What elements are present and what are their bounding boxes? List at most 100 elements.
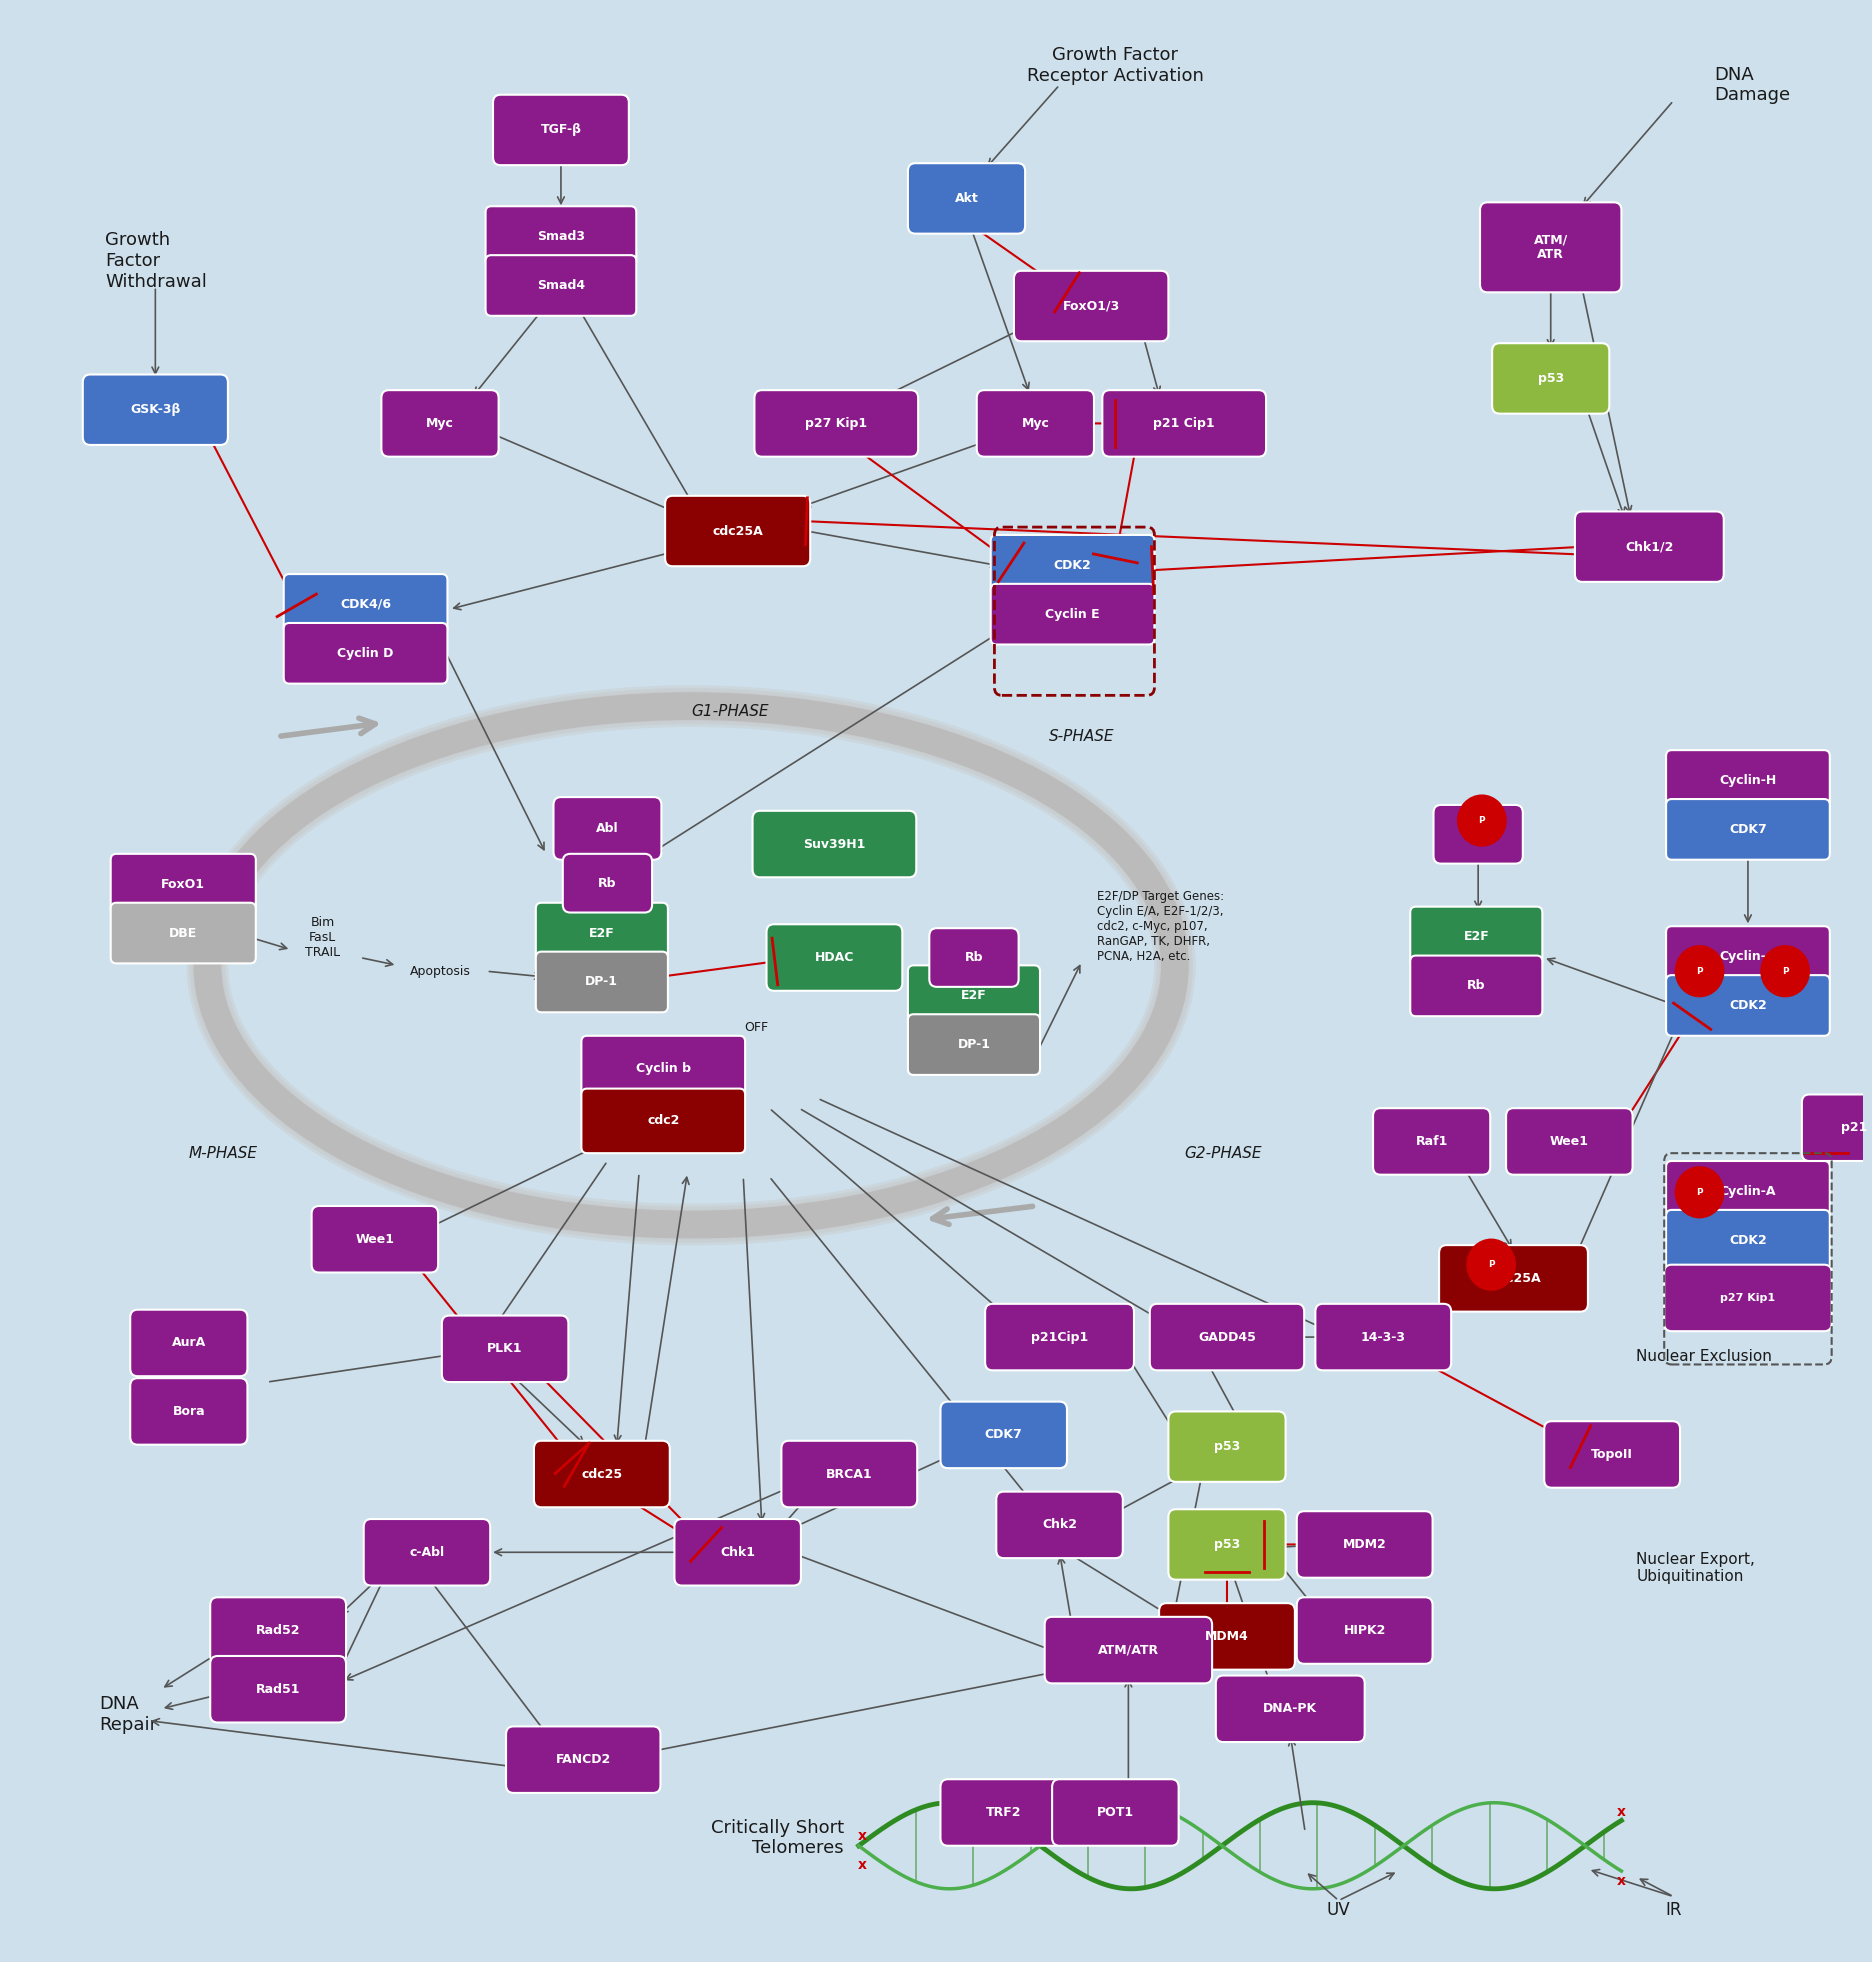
Text: GSK-3β: GSK-3β bbox=[131, 404, 180, 416]
FancyBboxPatch shape bbox=[1666, 749, 1829, 810]
Text: Chk1/2: Chk1/2 bbox=[1625, 540, 1674, 553]
Text: x: x bbox=[1617, 1805, 1627, 1819]
Text: Apoptosis: Apoptosis bbox=[410, 965, 470, 977]
Text: x: x bbox=[857, 1858, 867, 1872]
Text: Cyclin-A: Cyclin-A bbox=[1720, 1185, 1777, 1199]
Text: ATM/ATR: ATM/ATR bbox=[1097, 1644, 1159, 1656]
FancyBboxPatch shape bbox=[1666, 926, 1829, 987]
Text: CDK4/6: CDK4/6 bbox=[341, 598, 391, 610]
Text: E2F: E2F bbox=[1464, 930, 1490, 944]
Text: Rb: Rb bbox=[599, 877, 616, 889]
FancyBboxPatch shape bbox=[1168, 1411, 1286, 1481]
Text: P: P bbox=[1696, 1187, 1704, 1197]
Text: Cyclin b: Cyclin b bbox=[636, 1061, 691, 1075]
Text: G1-PHASE: G1-PHASE bbox=[691, 704, 769, 718]
FancyBboxPatch shape bbox=[1544, 1420, 1679, 1487]
FancyBboxPatch shape bbox=[210, 1597, 346, 1664]
FancyBboxPatch shape bbox=[382, 390, 498, 457]
FancyBboxPatch shape bbox=[311, 1207, 438, 1273]
Text: p21Cip1: p21Cip1 bbox=[1031, 1330, 1088, 1344]
Text: Nuclear Exclusion: Nuclear Exclusion bbox=[1636, 1350, 1773, 1364]
FancyBboxPatch shape bbox=[1372, 1109, 1490, 1175]
Text: ON: ON bbox=[998, 1061, 1016, 1073]
Text: Smad4: Smad4 bbox=[537, 279, 584, 292]
Text: M-PHASE: M-PHASE bbox=[189, 1146, 258, 1162]
Text: UV: UV bbox=[1327, 1901, 1350, 1919]
FancyBboxPatch shape bbox=[534, 1440, 670, 1507]
Text: Myc: Myc bbox=[1022, 416, 1050, 430]
Text: p53: p53 bbox=[1213, 1538, 1239, 1550]
FancyBboxPatch shape bbox=[908, 965, 1041, 1026]
FancyBboxPatch shape bbox=[1052, 1780, 1179, 1846]
Text: Cyclin E: Cyclin E bbox=[1045, 608, 1101, 620]
Text: DP-1: DP-1 bbox=[957, 1038, 990, 1052]
Text: Smad3: Smad3 bbox=[537, 230, 584, 243]
FancyBboxPatch shape bbox=[908, 163, 1026, 233]
Text: TGF-β: TGF-β bbox=[541, 124, 582, 137]
FancyBboxPatch shape bbox=[505, 1727, 661, 1793]
Text: Abl: Abl bbox=[595, 822, 620, 836]
FancyBboxPatch shape bbox=[665, 496, 811, 567]
FancyBboxPatch shape bbox=[442, 1317, 569, 1381]
FancyBboxPatch shape bbox=[1215, 1676, 1365, 1742]
FancyBboxPatch shape bbox=[285, 575, 447, 636]
Text: DNA
Repair: DNA Repair bbox=[99, 1695, 157, 1734]
FancyBboxPatch shape bbox=[285, 624, 447, 683]
Text: BRCA1: BRCA1 bbox=[826, 1468, 872, 1481]
Text: c-Abl: c-Abl bbox=[410, 1546, 444, 1558]
Text: p21: p21 bbox=[1840, 1120, 1866, 1134]
FancyBboxPatch shape bbox=[1015, 271, 1168, 341]
Circle shape bbox=[1675, 946, 1724, 997]
Text: PLK1: PLK1 bbox=[487, 1342, 522, 1356]
Text: cdc2: cdc2 bbox=[648, 1114, 680, 1128]
FancyBboxPatch shape bbox=[1434, 804, 1522, 863]
Text: Chk1: Chk1 bbox=[721, 1546, 754, 1558]
FancyBboxPatch shape bbox=[535, 952, 668, 1012]
FancyBboxPatch shape bbox=[1149, 1305, 1305, 1369]
FancyBboxPatch shape bbox=[535, 903, 668, 963]
FancyBboxPatch shape bbox=[1507, 1109, 1632, 1175]
FancyBboxPatch shape bbox=[766, 924, 902, 991]
Text: DBE: DBE bbox=[168, 926, 197, 940]
FancyBboxPatch shape bbox=[1664, 1265, 1831, 1330]
FancyBboxPatch shape bbox=[1666, 1162, 1829, 1222]
FancyBboxPatch shape bbox=[1297, 1597, 1432, 1664]
Text: FANCD2: FANCD2 bbox=[556, 1754, 610, 1766]
Text: E2F: E2F bbox=[960, 989, 987, 1003]
Text: FoxO1: FoxO1 bbox=[161, 877, 206, 891]
Text: CDK2: CDK2 bbox=[1730, 1234, 1767, 1246]
FancyBboxPatch shape bbox=[781, 1440, 917, 1507]
Text: Rad51: Rad51 bbox=[256, 1683, 300, 1695]
Text: DNA
Damage: DNA Damage bbox=[1715, 65, 1792, 104]
Text: HDAC: HDAC bbox=[814, 952, 854, 963]
FancyBboxPatch shape bbox=[754, 390, 917, 457]
Text: ATM/
ATR: ATM/ ATR bbox=[1533, 233, 1569, 261]
Text: Cyclin-A: Cyclin-A bbox=[1720, 950, 1777, 963]
FancyBboxPatch shape bbox=[485, 206, 636, 267]
Text: CDK7: CDK7 bbox=[985, 1428, 1022, 1442]
Text: Wee1: Wee1 bbox=[1550, 1134, 1589, 1148]
Text: CDK2: CDK2 bbox=[1054, 559, 1091, 571]
Circle shape bbox=[1458, 795, 1507, 846]
Text: P: P bbox=[1479, 816, 1484, 826]
Text: TRF2: TRF2 bbox=[987, 1805, 1022, 1819]
FancyBboxPatch shape bbox=[1803, 1095, 1872, 1162]
Text: Growth
Factor
Withdrawal: Growth Factor Withdrawal bbox=[105, 232, 208, 290]
Text: Cyclin-H: Cyclin-H bbox=[1718, 773, 1777, 787]
FancyBboxPatch shape bbox=[753, 810, 915, 877]
Text: x: x bbox=[1617, 1874, 1627, 1887]
Text: Bora: Bora bbox=[172, 1405, 206, 1419]
FancyBboxPatch shape bbox=[554, 797, 661, 859]
Text: HIPK2: HIPK2 bbox=[1344, 1625, 1385, 1636]
Text: cdc25: cdc25 bbox=[582, 1468, 622, 1481]
Text: p27 Kip1: p27 Kip1 bbox=[1720, 1293, 1775, 1303]
Text: TopoII: TopoII bbox=[1591, 1448, 1632, 1462]
FancyBboxPatch shape bbox=[1159, 1603, 1295, 1670]
FancyBboxPatch shape bbox=[985, 1305, 1134, 1369]
FancyBboxPatch shape bbox=[908, 1014, 1041, 1075]
Text: cdc25A: cdc25A bbox=[713, 524, 764, 538]
Text: MDM4: MDM4 bbox=[1206, 1630, 1249, 1642]
Text: Raf1: Raf1 bbox=[1415, 1134, 1447, 1148]
Text: S-PHASE: S-PHASE bbox=[1048, 730, 1114, 744]
FancyBboxPatch shape bbox=[1492, 343, 1610, 414]
